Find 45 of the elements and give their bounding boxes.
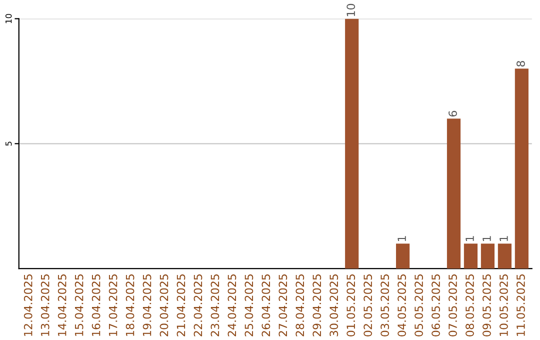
x-tick-label: 10.05.2025 bbox=[500, 274, 508, 336]
x-tick-label: 19.04.2025 bbox=[142, 274, 152, 336]
x-tick-label: 23.04.2025 bbox=[210, 274, 220, 336]
data-label: 1 bbox=[482, 236, 491, 241]
bar bbox=[446, 118, 461, 269]
x-tick-label: 12.04.2025 bbox=[24, 274, 32, 336]
data-label: 1 bbox=[466, 236, 474, 241]
x-tick-label: 02.05.2025 bbox=[364, 274, 372, 336]
data-label: 10 bbox=[346, 4, 356, 16]
x-tick-label: 24.04.2025 bbox=[228, 274, 236, 336]
data-label: 1 bbox=[500, 236, 508, 241]
x-tick-label: 14.04.2025 bbox=[58, 274, 66, 336]
x-tick-label: 07.05.2025 bbox=[448, 274, 457, 336]
bar bbox=[345, 18, 359, 269]
x-tick-label: 18.04.2025 bbox=[126, 274, 134, 336]
x-tick-label: 29.04.2025 bbox=[312, 274, 322, 336]
bar bbox=[514, 68, 529, 269]
data-label: 6 bbox=[448, 110, 457, 116]
x-tick-label: 28.04.2025 bbox=[296, 274, 304, 336]
bar bbox=[396, 244, 410, 269]
x-tick-label: 15.04.2025 bbox=[74, 274, 84, 336]
x-tick-label: 01.05.2025 bbox=[346, 274, 356, 336]
x-tick-label: 13.04.2025 bbox=[40, 274, 50, 336]
x-tick-label: 16.04.2025 bbox=[92, 274, 100, 336]
y-tick-label: 5 bbox=[6, 142, 12, 146]
x-tick-label: 04.05.2025 bbox=[398, 274, 406, 336]
x-tick-label: 26.04.2025 bbox=[262, 274, 270, 336]
data-label: 1 bbox=[398, 236, 406, 241]
x-tick-label: 05.05.2025 bbox=[414, 274, 424, 336]
x-tick-label: 25.04.2025 bbox=[244, 274, 254, 336]
x-tick-label: 11.05.2025 bbox=[516, 274, 525, 336]
data-label: 8 bbox=[516, 60, 525, 67]
bar bbox=[480, 244, 495, 269]
x-tick-label: 22.04.2025 bbox=[194, 274, 202, 336]
x-tick-label: 03.05.2025 bbox=[380, 274, 390, 336]
bar bbox=[464, 244, 478, 269]
bar bbox=[498, 244, 512, 269]
x-tick-label: 17.04.2025 bbox=[108, 274, 118, 336]
x-tick-label: 21.04.2025 bbox=[176, 274, 186, 336]
x-tick-label: 30.04.2025 bbox=[330, 274, 338, 336]
x-tick-label: 20.04.2025 bbox=[160, 274, 168, 336]
x-tick-label: 06.05.2025 bbox=[432, 274, 440, 336]
x-tick-label: 08.05.2025 bbox=[466, 274, 474, 336]
x-tick-label: 27.04.2025 bbox=[278, 274, 288, 336]
x-tick-label: 09.05.2025 bbox=[482, 274, 491, 336]
